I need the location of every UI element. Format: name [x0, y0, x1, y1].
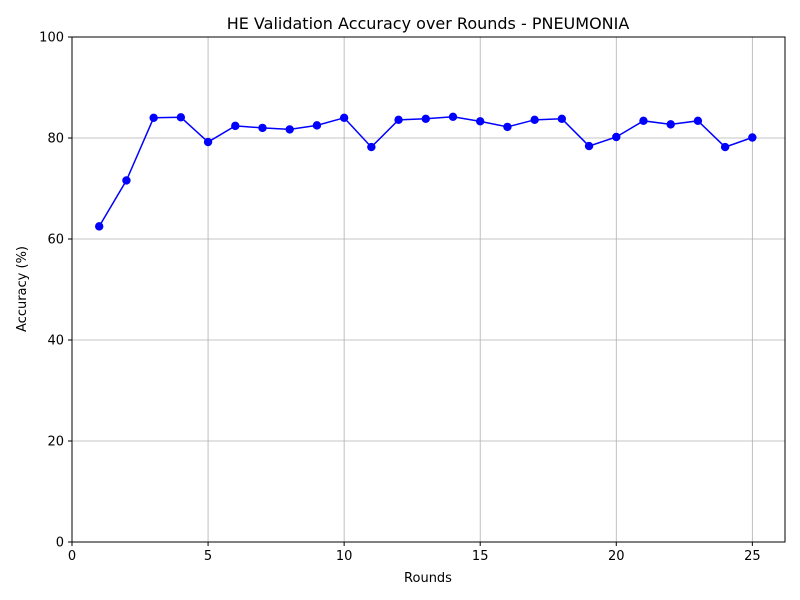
- data-point: [584, 141, 594, 151]
- x-tick-label: 15: [472, 549, 489, 564]
- y-tick-label: 100: [39, 31, 64, 46]
- data-point: [612, 132, 621, 142]
- data-point: [312, 121, 322, 130]
- data-point: [639, 116, 648, 126]
- data-point: [339, 113, 349, 123]
- data-point: [421, 114, 430, 124]
- grid: [71, 36, 785, 543]
- data-point: [367, 142, 376, 152]
- data-point: [693, 116, 703, 126]
- x-tick-label: 25: [744, 549, 761, 564]
- x-axis-label: Rounds: [404, 571, 452, 586]
- data-point: [231, 121, 240, 131]
- series-layer: [95, 112, 757, 231]
- data-point: [720, 142, 730, 152]
- data-point: [394, 115, 403, 125]
- x-tick-label: 20: [608, 549, 625, 564]
- y-tick-label: 40: [47, 334, 64, 349]
- x-tick-label: 10: [336, 549, 353, 564]
- data-point: [530, 115, 539, 125]
- data-point: [203, 137, 213, 147]
- plot-frame: [71, 36, 786, 543]
- data-point: [557, 114, 567, 124]
- data-point: [122, 176, 131, 185]
- series-line: [98, 116, 753, 227]
- data-point: [95, 222, 104, 231]
- y-axis-label: Accuracy (%): [15, 246, 30, 332]
- y-tick-label: 80: [47, 132, 64, 147]
- data-point: [176, 113, 186, 122]
- data-point: [666, 120, 675, 129]
- y-tick-label: 20: [47, 435, 64, 450]
- data-point: [285, 125, 294, 134]
- data-point: [258, 123, 267, 133]
- axis-ticks: 0 5 10 15 20 25 0 20 40 60 80 100: [39, 31, 760, 565]
- data-point: [476, 117, 485, 126]
- plot-border: [71, 36, 786, 543]
- y-tick-label: 60: [47, 233, 64, 248]
- data-point: [748, 133, 757, 142]
- x-tick-label: 5: [204, 549, 212, 564]
- data-point: [503, 122, 512, 132]
- x-tick-label: 0: [68, 549, 76, 564]
- y-tick-label: 0: [56, 536, 64, 551]
- chart-title: HE Validation Accuracy over Rounds - PNE…: [227, 14, 630, 33]
- data-point: [149, 113, 158, 123]
- data-point: [448, 112, 458, 121]
